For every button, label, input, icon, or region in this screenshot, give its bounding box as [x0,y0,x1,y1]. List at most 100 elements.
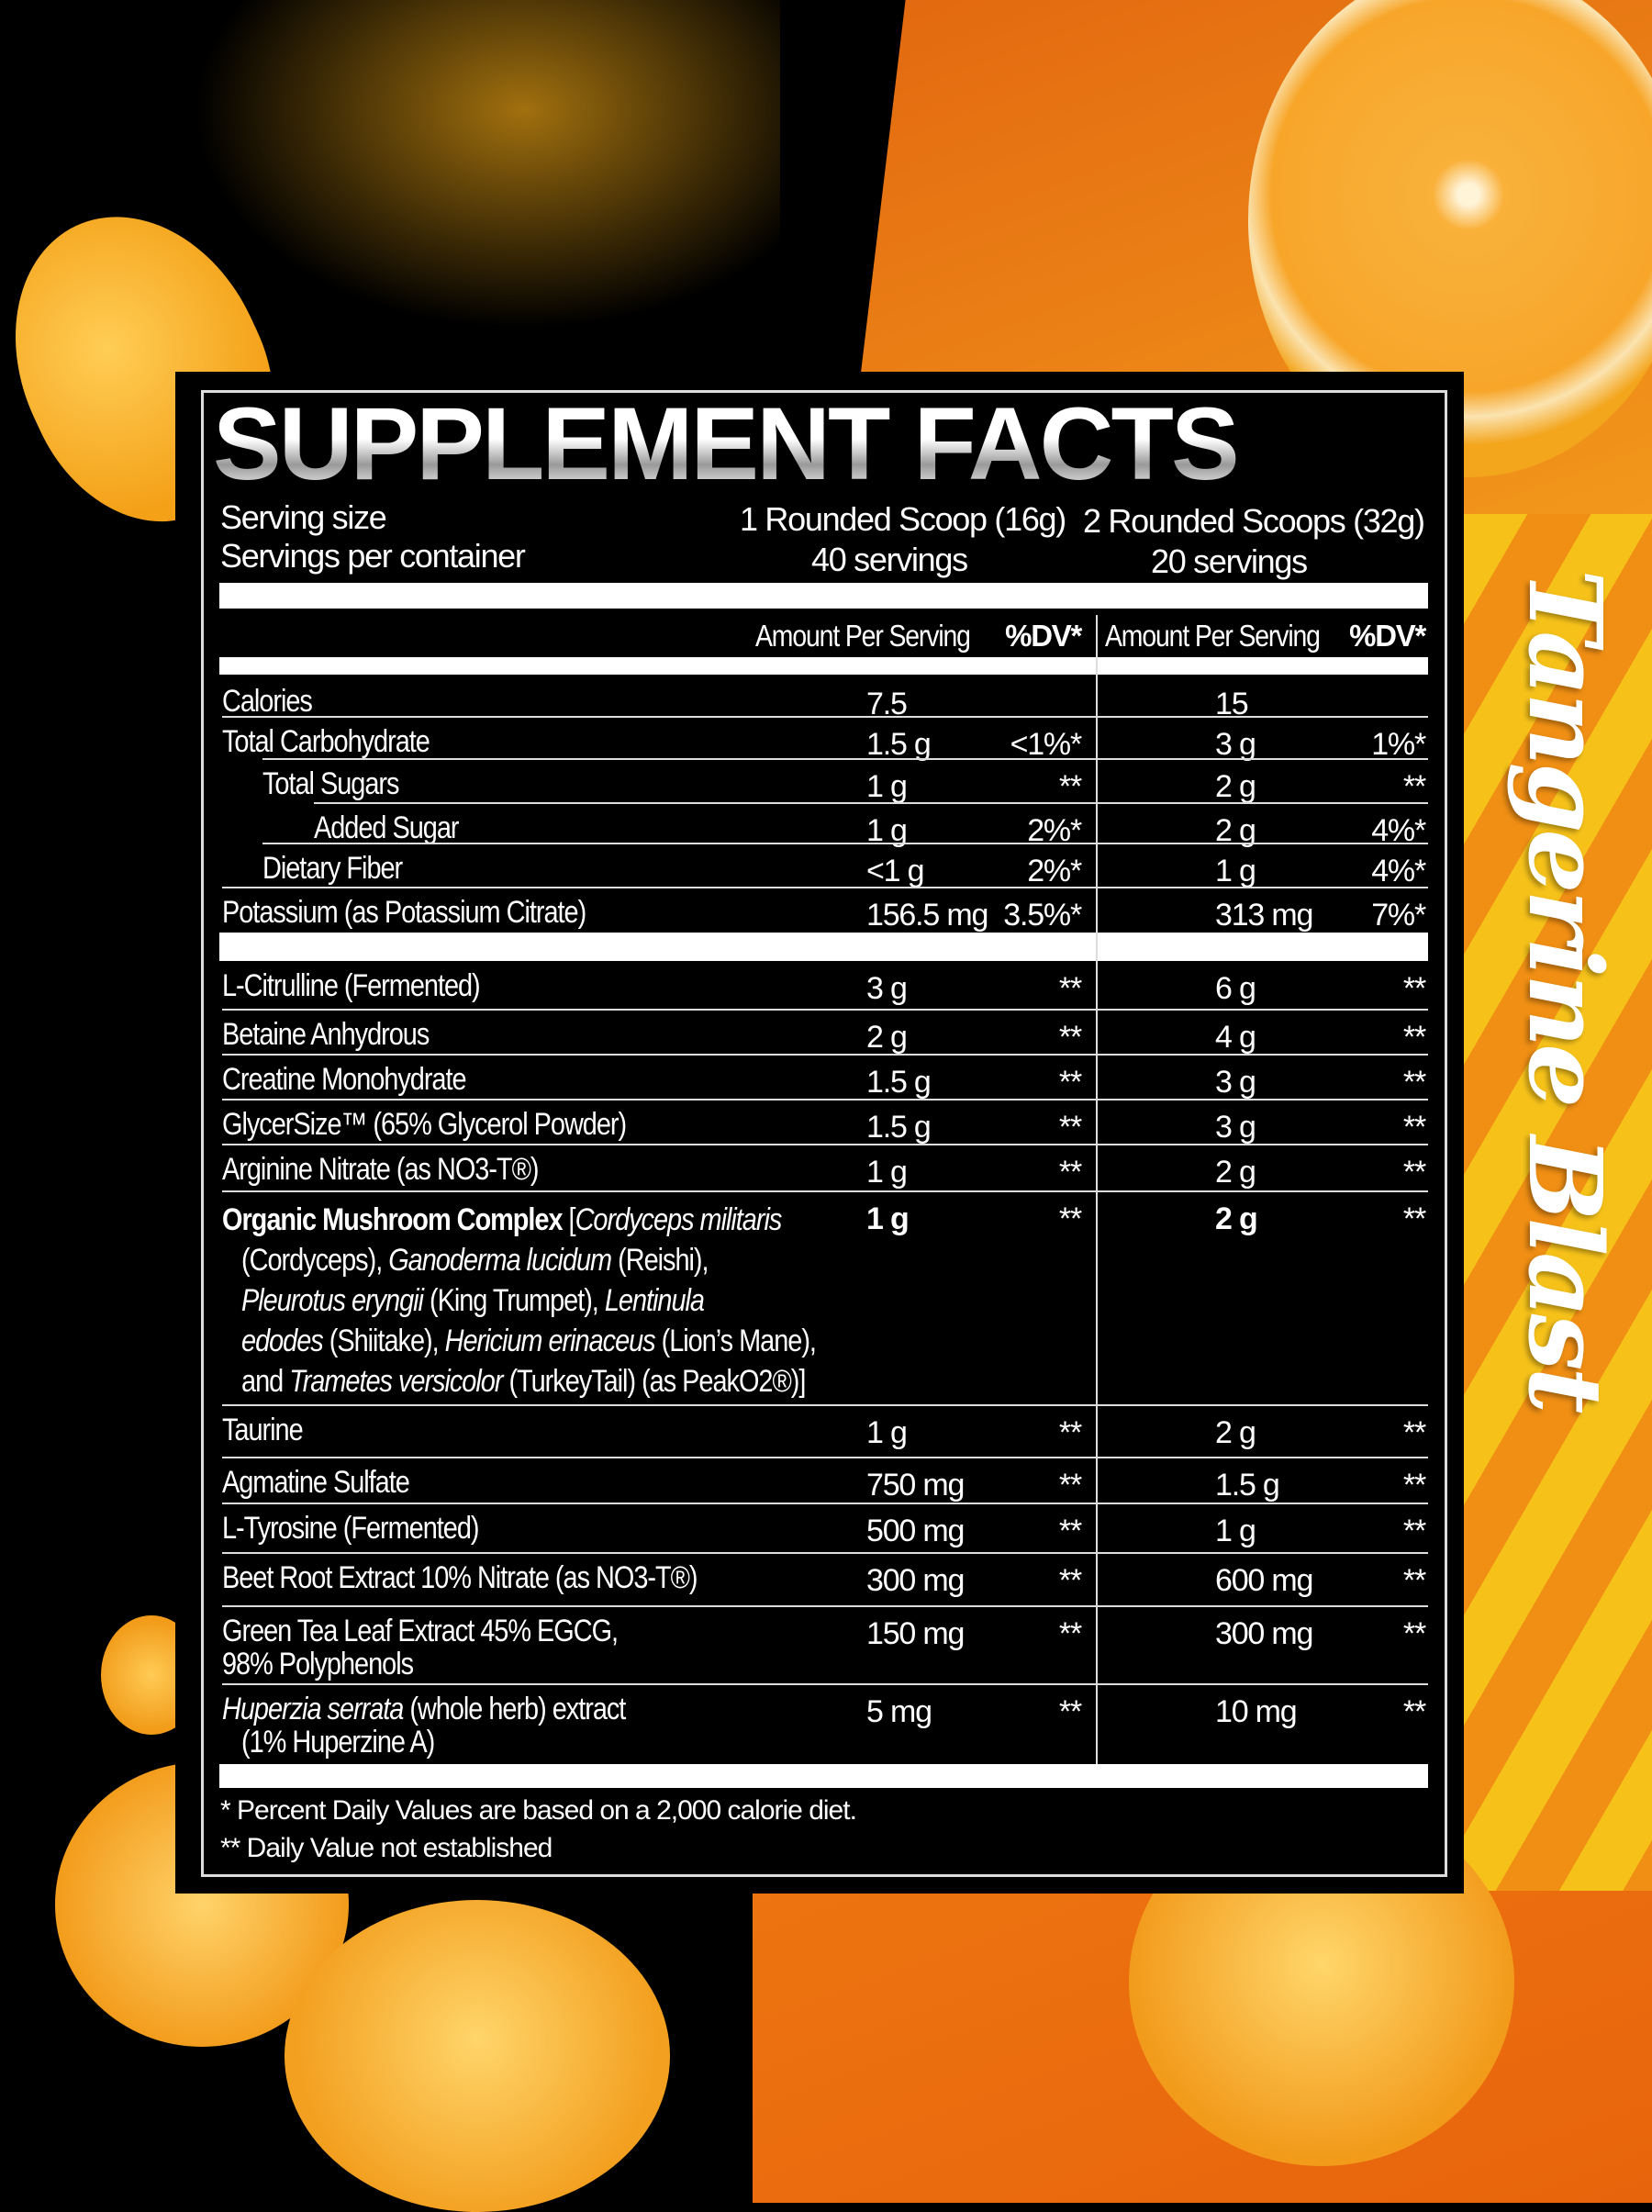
table-row: Taurine 1 g ** 2 g ** [222,1404,1428,1455]
nutrient-name-part: (Reishi), [611,1243,709,1278]
table-row: Agmatine Sulfate 750 mg ** 1.5 g ** [222,1457,1428,1503]
serving-size-label: Serving size [220,498,387,536]
amount-serving-2: 15 [1215,687,1249,721]
amount-serving-1: 2 g [866,1020,908,1055]
dv-serving-2: ** [1402,971,1426,1006]
panel-border [201,390,1447,1877]
amount-serving-2: 313 mg [1215,898,1313,933]
dv-serving-2: ** [1402,1616,1426,1651]
dv-serving-2: 4%* [1371,854,1426,888]
dv-serving-1: ** [1058,769,1082,804]
amount-serving-2: 600 mg [1215,1563,1313,1598]
amount-serving-1: 1 g [866,1201,910,1236]
nutrient-name-part: (whole herb) extract (1% Huperzine A) [241,1692,626,1760]
amount-serving-1: 150 mg [866,1616,965,1651]
dv-serving-1: 2%* [1027,813,1082,848]
dv-serving-1: 3.5%* [1003,898,1082,933]
nutrient-name: GlycerSize™ (65% Glycerol Powder) [222,1107,627,1142]
table-row: Organic Mushroom Complex [Cordyceps mili… [222,1190,1428,1402]
dv-serving-1: ** [1058,1020,1082,1055]
dv-serving-2: ** [1402,1694,1426,1729]
header-amount-1: Amount Per Serving [755,619,971,653]
dv-serving-1: ** [1058,1201,1082,1236]
amount-serving-1: 1 g [866,769,908,804]
amount-serving-2: 300 mg [1215,1616,1313,1651]
divider-bar [219,1764,1428,1788]
nutrient-name: Total Sugars [262,766,399,801]
dv-serving-1: <1%* [1010,727,1083,762]
flavor-name: Tangerine Blast [1506,569,1624,1411]
nutrient-name-part: Ganoderma lucidum [388,1243,612,1278]
dv-serving-2: ** [1402,769,1426,804]
amount-serving-1: 3 g [866,971,908,1006]
table-row: Potassium (as Potassium Citrate) 156.5 mg… [222,887,1428,933]
table-row: Dietary Fiber <1 g 2%* 1 g 4%* [262,843,1428,888]
dv-serving-1: 2%* [1027,854,1082,888]
table-row: Added Sugar 1 g 2%* 2 g 4%* [314,802,1428,848]
amount-serving-2: 2 g [1215,1201,1258,1236]
nutrient-name-part: Hericium erinaceus [444,1324,656,1358]
nutrient-name: Potassium (as Potassium Citrate) [222,895,586,930]
nutrient-name-part: [ [568,1202,576,1237]
amount-serving-2: 10 mg [1215,1694,1298,1729]
table-row: Calories 7.5 15 [222,677,1428,721]
dv-serving-1: ** [1058,1155,1082,1190]
nutrient-name: L-Citrulline (Fermented) [222,968,481,1003]
dv-serving-2: ** [1402,1468,1426,1503]
col1-servings: 40 servings [811,541,968,578]
amount-serving-1: 750 mg [866,1468,965,1503]
amount-serving-1: 500 mg [866,1514,965,1548]
dv-serving-2: ** [1402,1020,1426,1055]
amount-serving-2: 1.5 g [1215,1468,1280,1503]
nutrient-name: Huperzia serrata (whole herb) extract (1… [222,1692,626,1760]
supplement-facts-panel [175,372,1464,1894]
nutrient-name-part: Organic Mushroom Complex [222,1202,569,1237]
nutrient-name-part: (Cordyceps), [241,1243,383,1278]
amount-serving-1: 1 g [866,1155,908,1190]
table-row: Betaine Anhydrous 2 g ** 4 g ** [222,1009,1428,1055]
dv-serving-1: ** [1058,1468,1082,1503]
dv-serving-1: ** [1058,1563,1082,1598]
table-row: Total Sugars 1 g ** 2 g ** [262,758,1428,804]
table-row: L-Tyrosine (Fermented) 500 mg ** 1 g ** [222,1503,1428,1550]
tangerine-segment-image-2 [285,1900,670,2212]
header-dv-1: %DV* [1005,619,1082,653]
col2-serving-size: 2 Rounded Scoops (32g) [1083,502,1425,540]
nutrient-name-part: (Lion’s Mane), [654,1324,817,1358]
amount-serving-1: 1.5 g [866,1065,932,1100]
nutrient-name-part: and [241,1364,284,1399]
nutrient-name-part: Trametes versicolor [289,1364,503,1399]
amount-serving-2: 1 g [1215,1514,1256,1548]
amount-serving-1: <1 g [866,854,925,888]
footnote-dv: * Percent Daily Values are based on a 2,… [220,1795,857,1826]
dv-serving-1: ** [1058,1694,1082,1729]
table-row: Green Tea Leaf Extract 45% EGCG, 98% Pol… [222,1605,1428,1681]
amount-serving-1: 1.5 g [866,1110,932,1145]
amount-serving-1: 5 mg [866,1694,932,1729]
dv-serving-2: ** [1402,1155,1426,1190]
nutrient-name: Green Tea Leaf Extract 45% EGCG, 98% Pol… [222,1614,619,1681]
dv-serving-2: 7%* [1371,898,1426,933]
dv-serving-2: ** [1402,1563,1426,1598]
amount-serving-2: 4 g [1215,1020,1256,1055]
nutrient-name: Organic Mushroom Complex [Cordyceps mili… [222,1200,817,1402]
nutrient-name: Creatine Monohydrate [222,1062,467,1097]
table-row: Beet Root Extract 10% Nitrate (as NO3-T®… [222,1552,1428,1603]
nutrient-name-part: (King Trumpet), [422,1283,605,1318]
dv-serving-2: 1%* [1371,727,1426,762]
dv-serving-1: ** [1058,1514,1082,1548]
header-dv-2: %DV* [1349,619,1426,653]
amount-serving-1: 156.5 mg [866,898,988,933]
footnote-not-established: ** Daily Value not established [220,1833,553,1863]
amount-serving-2: 2 g [1215,1415,1256,1450]
column-divider [1096,615,1098,1764]
table-row: Huperzia serrata (whole herb) extract (1… [222,1683,1428,1762]
nutrient-name-part: Pleurotus eryngii [241,1283,423,1318]
nutrient-name: Calories [222,684,313,719]
dv-serving-2: ** [1402,1110,1426,1145]
dv-serving-2: ** [1402,1065,1426,1100]
nutrient-name-part: Cordyceps militaris [575,1202,783,1237]
amount-serving-2: 6 g [1215,971,1256,1006]
dv-serving-2: ** [1402,1415,1426,1450]
amount-serving-1: 1 g [866,813,908,848]
